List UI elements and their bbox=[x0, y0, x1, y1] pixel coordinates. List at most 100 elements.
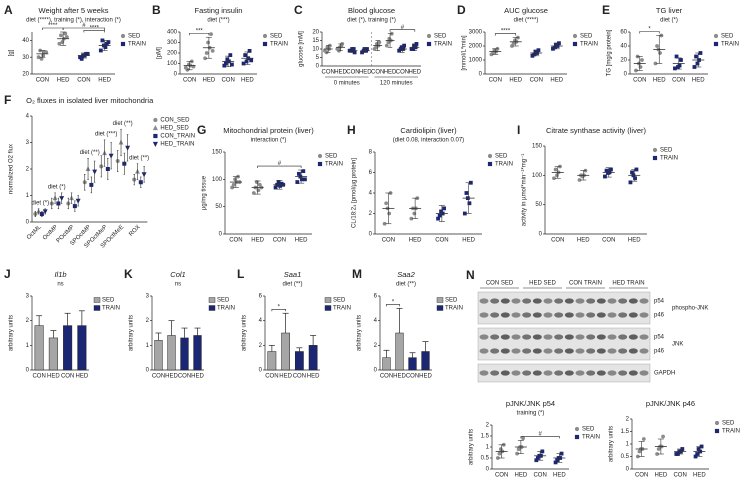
significance-bracket bbox=[189, 32, 210, 36]
blot-band bbox=[564, 334, 574, 340]
legend-marker bbox=[574, 434, 580, 440]
x-tick-label: CON bbox=[229, 238, 242, 244]
data-point bbox=[230, 62, 234, 67]
y-tick-label: 3000 bbox=[469, 30, 483, 36]
bar bbox=[63, 325, 73, 371]
y-tick-label: 40 bbox=[620, 44, 627, 50]
x-tick-label: CON bbox=[602, 238, 615, 244]
x-tick-label: OctML bbox=[26, 224, 43, 241]
blot-band bbox=[500, 370, 510, 376]
y-tick-label: 6 bbox=[259, 294, 263, 300]
legend-swatch bbox=[208, 297, 216, 303]
bar bbox=[382, 357, 391, 371]
legend-label: SED bbox=[660, 148, 673, 154]
data-point bbox=[241, 61, 246, 66]
legend-label: TRAIN bbox=[660, 156, 678, 162]
x-tick-label: HED bbox=[692, 78, 705, 84]
legend-label: SED bbox=[495, 154, 508, 160]
x-tick-label: CON bbox=[32, 374, 45, 380]
data-point bbox=[661, 434, 665, 439]
y-tick-label: 200 bbox=[167, 51, 178, 57]
data-point bbox=[384, 201, 389, 206]
legend-marker bbox=[487, 153, 493, 159]
category-note: diet (**) bbox=[113, 121, 133, 127]
blot-band bbox=[532, 312, 542, 318]
y-tick-label: 20 bbox=[312, 30, 319, 36]
row-label: GAPDH bbox=[654, 371, 675, 377]
y-tick-label: 5 bbox=[316, 55, 320, 61]
data-point bbox=[442, 206, 446, 211]
blot-band bbox=[479, 334, 489, 340]
legend-label: SED bbox=[325, 154, 338, 160]
blot-band bbox=[618, 334, 628, 340]
chart-subtitle: diet (****) bbox=[514, 18, 539, 24]
data-point bbox=[106, 40, 111, 44]
blot-band bbox=[500, 298, 510, 304]
bar bbox=[154, 340, 163, 371]
y-tick-label: 3 bbox=[146, 294, 150, 300]
significance-bracket bbox=[83, 30, 105, 33]
y-tick-label: 0 bbox=[479, 72, 483, 78]
x-tick-label: HED bbox=[553, 473, 566, 479]
y-tick-label: 2 bbox=[259, 343, 263, 349]
legend-label: CON_TRAIN bbox=[160, 134, 195, 140]
data-point bbox=[630, 170, 634, 175]
y-tick-label: 1000 bbox=[469, 58, 483, 64]
legend-label: HED_SED bbox=[160, 126, 189, 132]
x-tick-label: CON bbox=[382, 238, 395, 244]
panel-label: M bbox=[352, 267, 362, 281]
data-point bbox=[63, 31, 68, 36]
blot-band bbox=[596, 334, 606, 340]
x-tick-label: HED bbox=[241, 78, 254, 84]
chart-subtitle: ns bbox=[57, 282, 63, 288]
y-axis-label: µg/mg tissue bbox=[202, 175, 208, 210]
chart-title: pJNK/JNK p54 bbox=[506, 399, 555, 408]
data-point bbox=[251, 191, 256, 195]
y-axis-label: arbitrary units bbox=[129, 315, 135, 351]
blot-band bbox=[543, 334, 553, 340]
legend-label: SED bbox=[270, 34, 283, 40]
data-point bbox=[695, 61, 700, 66]
blot-strip bbox=[477, 363, 651, 383]
significance-bracket bbox=[389, 29, 416, 32]
chart-title: O₂ fluxes in isolated liver mitochondria bbox=[26, 96, 154, 105]
blot-band bbox=[500, 312, 510, 318]
legend-label: HED_TRAIN bbox=[160, 142, 194, 148]
panel-label: K bbox=[124, 267, 133, 281]
x-tick-label: CON bbox=[293, 374, 306, 380]
data-point bbox=[497, 451, 502, 456]
x-tick-label: CON bbox=[533, 473, 546, 479]
x-tick-label: CON bbox=[530, 78, 543, 84]
blot-band bbox=[490, 312, 500, 318]
panel-label: N bbox=[466, 268, 475, 282]
data-point bbox=[249, 58, 254, 63]
data-point bbox=[301, 169, 306, 174]
blot-band bbox=[522, 298, 532, 304]
y-axis-label: [mmol/L*min] bbox=[462, 35, 468, 70]
data-point bbox=[695, 452, 700, 456]
blot-band bbox=[479, 298, 489, 304]
chart-title: AUC glucose bbox=[504, 6, 548, 15]
blot-band bbox=[522, 370, 532, 376]
category-note: diet (***) bbox=[95, 131, 117, 137]
y-tick-label: 10 bbox=[312, 47, 319, 53]
chart-subtitle: diet (****), training (*), interaction (… bbox=[26, 18, 121, 24]
y-tick-label: 6 bbox=[369, 170, 373, 176]
y-axis-label: activity in µmol*min⁻¹*mg⁻¹ bbox=[522, 154, 528, 226]
y-tick-label: 3 bbox=[26, 294, 30, 300]
y-tick-label: 0 bbox=[374, 368, 378, 374]
legend-swatch bbox=[436, 297, 444, 303]
x-tick-label: CON bbox=[183, 78, 196, 84]
blot-band bbox=[543, 348, 553, 354]
blot-band bbox=[532, 348, 542, 354]
data-point bbox=[224, 61, 228, 66]
x-tick-label: HED bbox=[334, 70, 347, 76]
lane-label: CON SED bbox=[486, 281, 514, 287]
x-tick-label: CON bbox=[489, 78, 502, 84]
blot-band bbox=[586, 370, 596, 376]
y-tick-label: 20 bbox=[620, 58, 627, 64]
data-point bbox=[374, 45, 378, 50]
y-tick-label: 2000 bbox=[469, 44, 483, 50]
blot-band bbox=[554, 312, 564, 318]
x-tick-label: HED bbox=[57, 78, 70, 84]
